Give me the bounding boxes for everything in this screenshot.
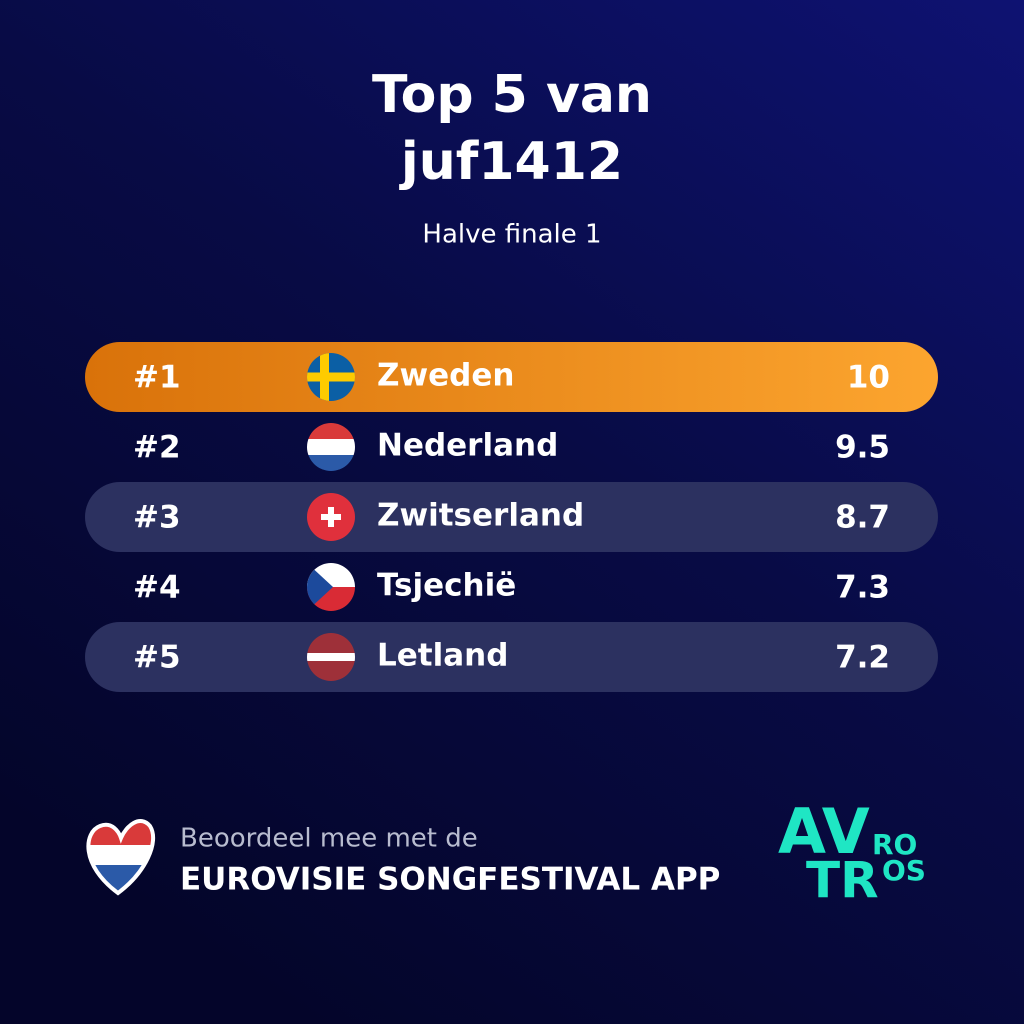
ranking-table: #1 Zweden 10 #2 Nederland 9.5 #3 Zwitserland 8.7… <box>133 358 890 676</box>
tagline: Beoordeel mee met de <box>180 824 478 854</box>
logo-text: TR <box>806 852 879 910</box>
rank: #5 <box>133 640 181 676</box>
subtitle: Halve finale 1 <box>422 220 601 250</box>
flag <box>307 423 355 471</box>
logo-text: OS <box>882 854 926 887</box>
country: Zweden <box>377 358 514 394</box>
rank: #3 <box>133 500 181 536</box>
score: 9.5 <box>835 430 890 466</box>
flag <box>307 353 355 401</box>
row-bg <box>85 482 938 552</box>
rank: #4 <box>133 570 181 606</box>
row-bg <box>85 622 938 692</box>
country: Nederland <box>377 428 558 464</box>
heart-outline <box>86 819 156 896</box>
logo-text: AV <box>778 795 870 868</box>
score: 8.7 <box>835 500 890 536</box>
title-line: juf1412 <box>399 132 623 192</box>
flag <box>307 493 355 541</box>
score: 7.3 <box>835 570 890 606</box>
country: Letland <box>377 638 508 674</box>
rank: #1 <box>133 360 181 396</box>
country: Tsjechië <box>377 568 516 604</box>
row-highlight <box>85 342 938 412</box>
title-line: Top 5 van <box>372 65 652 125</box>
logo-text: RO <box>872 828 917 861</box>
score: 7.2 <box>835 640 890 676</box>
app-name: EUROVISIE SONGFESTIVAL APP <box>180 862 720 898</box>
rank: #2 <box>133 430 181 466</box>
flag <box>307 563 355 611</box>
country: Zwitserland <box>377 498 584 534</box>
flag <box>307 633 355 681</box>
score: 10 <box>847 360 890 396</box>
